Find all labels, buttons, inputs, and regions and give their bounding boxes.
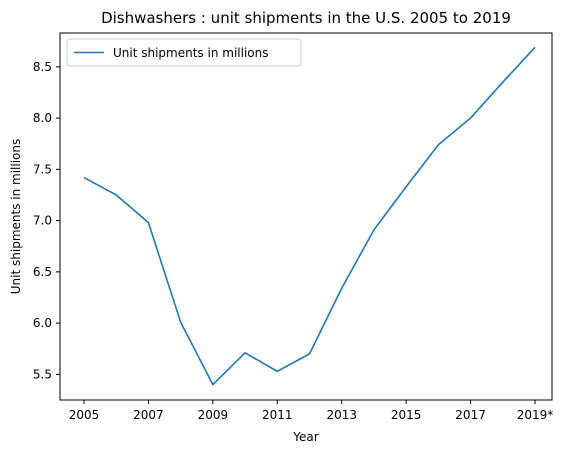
legend-box — [66, 38, 302, 67]
y-tick-label: 7.5 — [33, 162, 52, 176]
x-tick-label: 2007 — [133, 408, 164, 422]
y-tick-label: 5.5 — [33, 367, 52, 381]
series-line — [83, 46, 536, 386]
x-axis-label: Year — [292, 430, 318, 444]
x-tick-label: 2019* — [517, 408, 554, 422]
x-tick-label: 2015 — [391, 408, 422, 422]
series-layer — [83, 46, 536, 386]
chart-title: Dishwashers : unit shipments in the U.S.… — [101, 9, 511, 27]
y-tick-label: 6.0 — [33, 316, 52, 330]
plot-area — [59, 32, 553, 401]
y-tick-label: 8.0 — [33, 111, 52, 125]
x-tick-label: 2017 — [455, 408, 486, 422]
x-tick-label: 2009 — [198, 408, 229, 422]
x-tick-label: 2011 — [262, 408, 293, 422]
x-tick-label: 2005 — [69, 408, 100, 422]
legend-label: Unit shipments in millions — [113, 46, 268, 60]
y-tick-label: 7.0 — [33, 214, 52, 228]
y-tick-label: 8.5 — [33, 60, 52, 74]
y-axis-label: Unit shipments in millions — [9, 139, 23, 294]
y-tick-label: 6.5 — [33, 265, 52, 279]
x-tick-label: 2013 — [326, 408, 357, 422]
y-axis: 5.5 6.0 6.5 7.0 7.5 8.0 8.5 — [33, 60, 60, 381]
legend: Unit shipments in millions — [66, 38, 302, 67]
x-axis: 2005 2007 2009 2011 2013 2015 2017 2019* — [69, 400, 554, 422]
